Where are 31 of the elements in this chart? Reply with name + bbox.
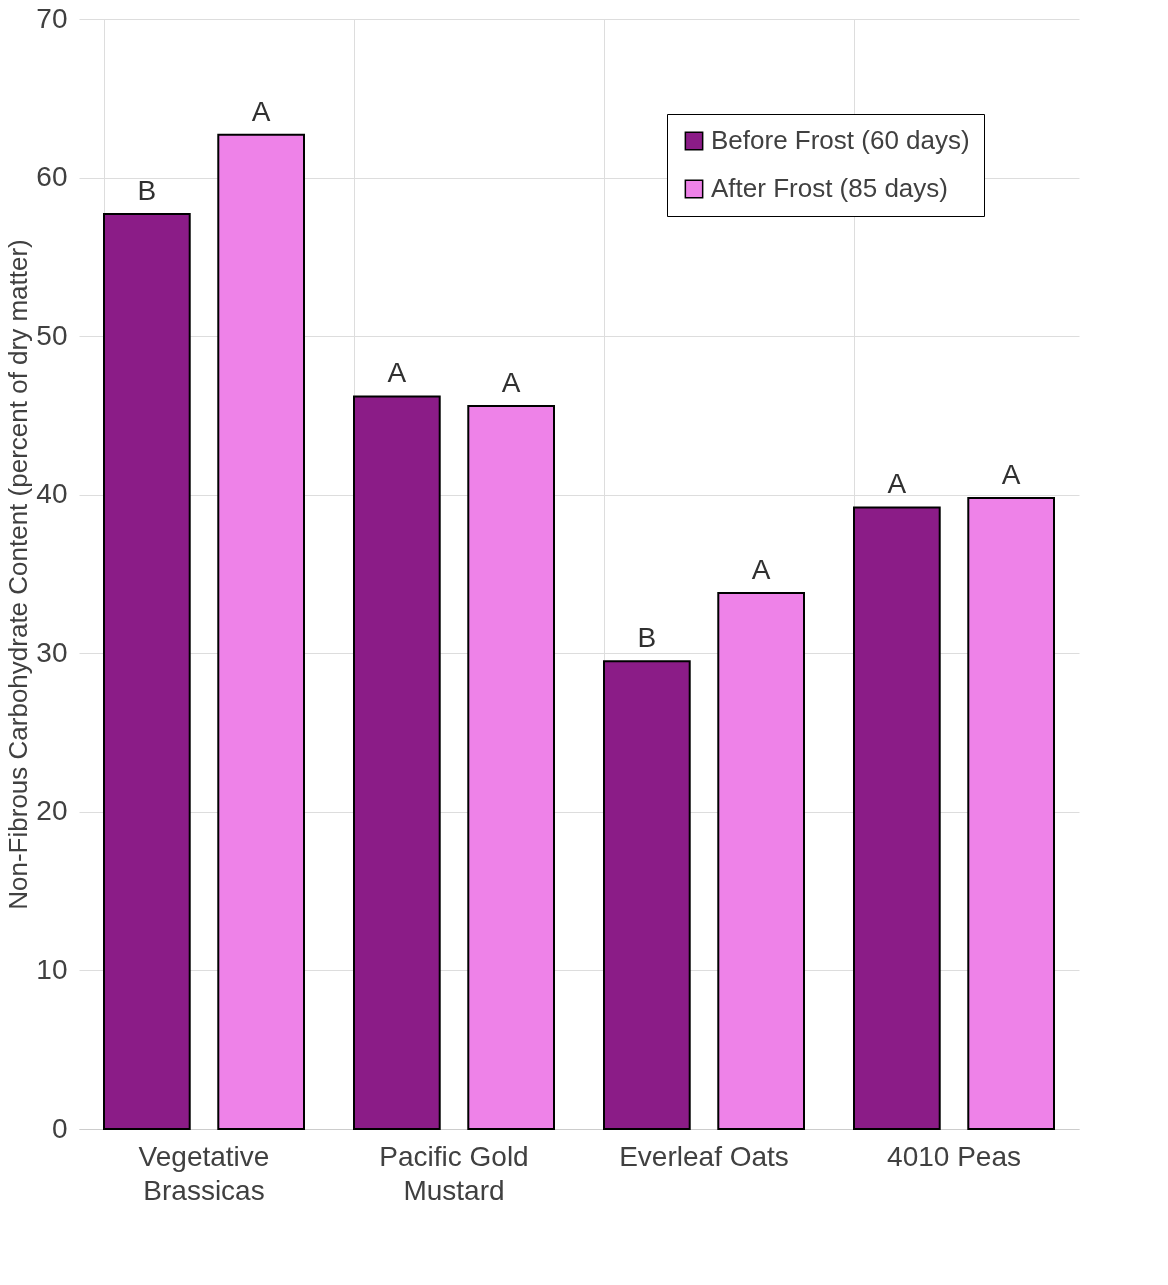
- y-tick-label: 20: [36, 795, 68, 827]
- data-label: A: [751, 554, 771, 586]
- y-tick-label: 10: [36, 953, 68, 985]
- y-tick-label: 30: [36, 636, 68, 668]
- x-tick-label: Everleaf Oats: [619, 1140, 789, 1172]
- y-tick-label: 0: [51, 1112, 68, 1144]
- y-tick-label: 40: [36, 478, 68, 510]
- x-tick-label: Vegetative Brassicas: [138, 1140, 270, 1206]
- bar: [467, 404, 555, 1130]
- x-tick-label: Pacific Gold Mustard: [379, 1140, 529, 1206]
- y-tick-label: 70: [36, 2, 68, 34]
- bar: [103, 213, 191, 1130]
- legend-label: Before Frost (60 days): [711, 125, 970, 155]
- data-label: B: [137, 175, 157, 207]
- legend-label: After Frost (85 days): [711, 173, 948, 203]
- bar: [853, 506, 941, 1130]
- y-tick-label: 60: [36, 161, 68, 193]
- y-tick-label: 50: [36, 319, 68, 351]
- bar: [353, 395, 441, 1130]
- data-label: A: [887, 468, 907, 500]
- bar: [717, 592, 805, 1130]
- data-label: A: [387, 357, 407, 389]
- y-axis-title: Non-Fibrous Carbohydrate Content (percent of dry matter): [3, 239, 34, 910]
- data-label: A: [251, 95, 271, 127]
- data-label: A: [501, 366, 521, 398]
- data-label: B: [637, 622, 657, 654]
- bar: [967, 496, 1055, 1130]
- bar: [217, 133, 305, 1130]
- data-label: A: [1001, 458, 1021, 490]
- bar: [603, 660, 691, 1130]
- x-tick-label: 4010 Peas: [887, 1140, 1021, 1172]
